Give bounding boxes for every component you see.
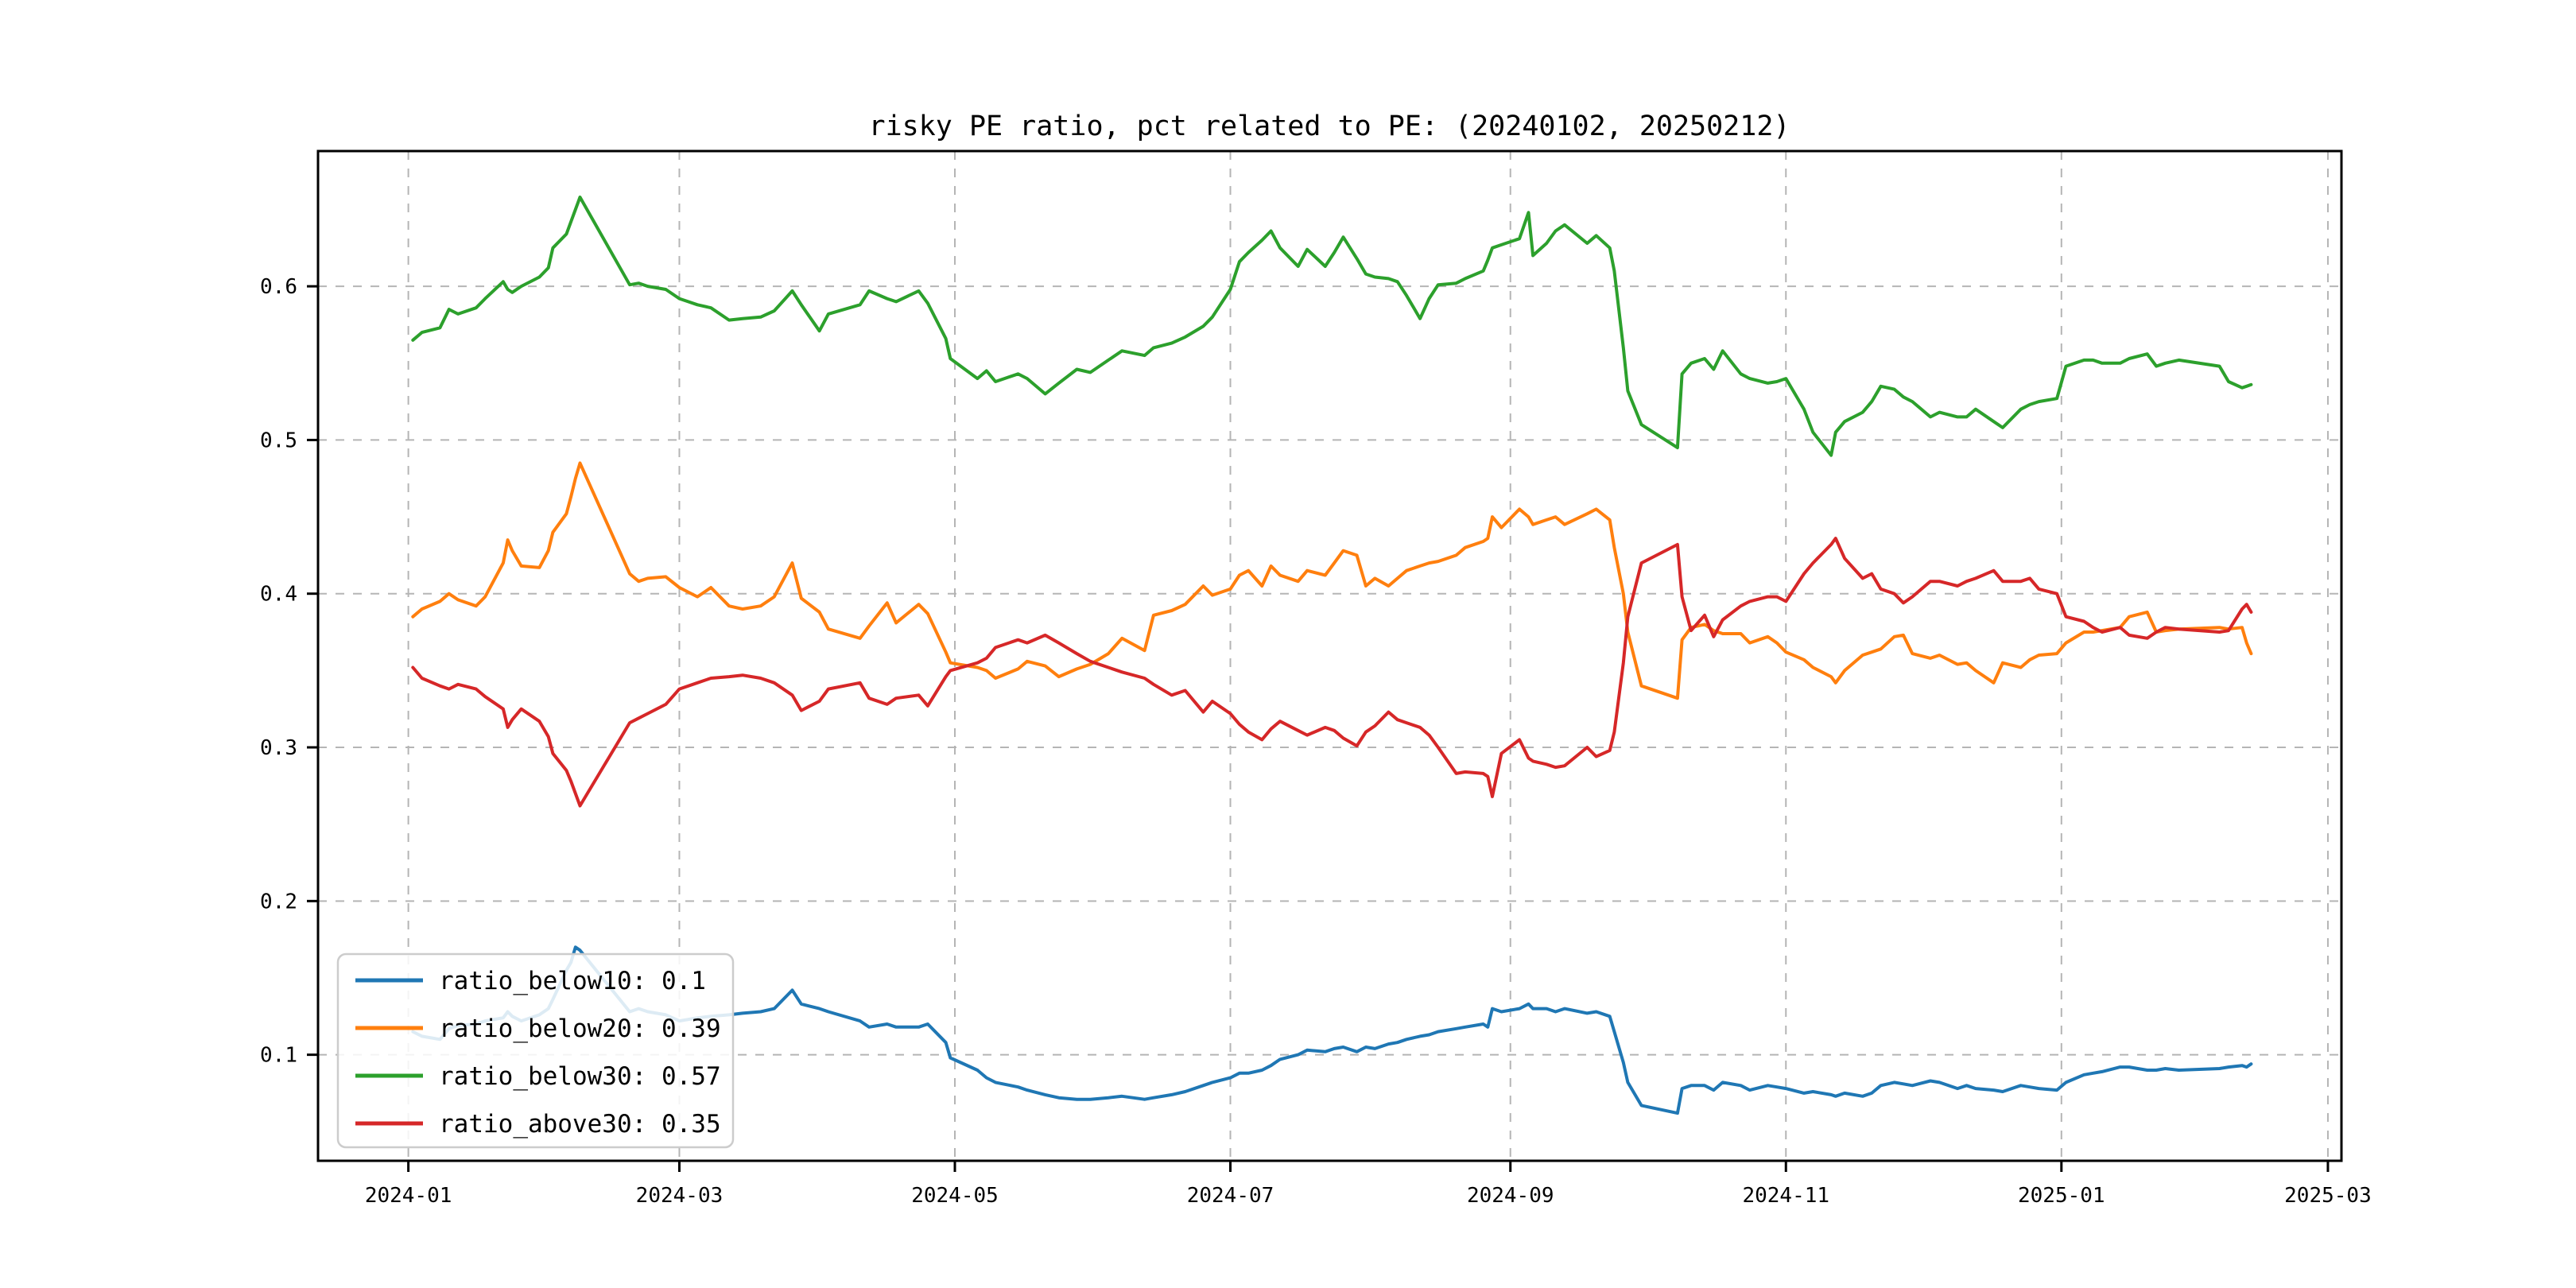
y-tick-label: 0.2 [260, 890, 297, 914]
x-tick-label: 2025-03 [2284, 1184, 2372, 1208]
y-tick-label: 0.5 [260, 429, 297, 452]
legend-box [336, 952, 735, 1149]
x-tick-label: 2024-03 [636, 1184, 724, 1208]
x-tick-label: 2025-01 [2018, 1184, 2105, 1208]
plot-border [316, 149, 2343, 1162]
x-tick-label: 2024-07 [1187, 1184, 1274, 1208]
plot-area: 0.1 0.2 0.3 0.4 0.5 0.6 2024-01 2024-03 2024-05 2… [260, 149, 2372, 1208]
legend-label-ratio_below20: ratio_below20: 0.39 [439, 1014, 721, 1043]
y-tick-label: 0.3 [260, 736, 297, 760]
y-tick-label: 0.1 [260, 1044, 297, 1068]
series-ratio_below20-line [411, 461, 2253, 700]
series-ratio_above30-line [411, 537, 2253, 808]
legend: ratio_below10: 0.1 ratio_below20: 0.39 r… [336, 952, 735, 1149]
x-tick-label: 2024-11 [1742, 1184, 1829, 1208]
y-tick-label: 0.6 [260, 275, 297, 299]
x-tick-label: 2024-09 [1467, 1184, 1554, 1208]
legend-label-ratio_below10: ratio_below10: 0.1 [439, 967, 706, 995]
legend-label-ratio_below30: ratio_below30: 0.57 [439, 1062, 721, 1091]
chart-title: risky PE ratio, pct related to PE: (2024… [869, 111, 1790, 142]
legend-label-ratio_above30: ratio_above30: 0.35 [439, 1110, 721, 1139]
x-tick-label: 2024-05 [911, 1184, 999, 1208]
series-ratio_below30-line [411, 196, 2253, 457]
x-tick-label: 2024-01 [365, 1184, 452, 1208]
y-tick-label: 0.4 [260, 583, 297, 607]
